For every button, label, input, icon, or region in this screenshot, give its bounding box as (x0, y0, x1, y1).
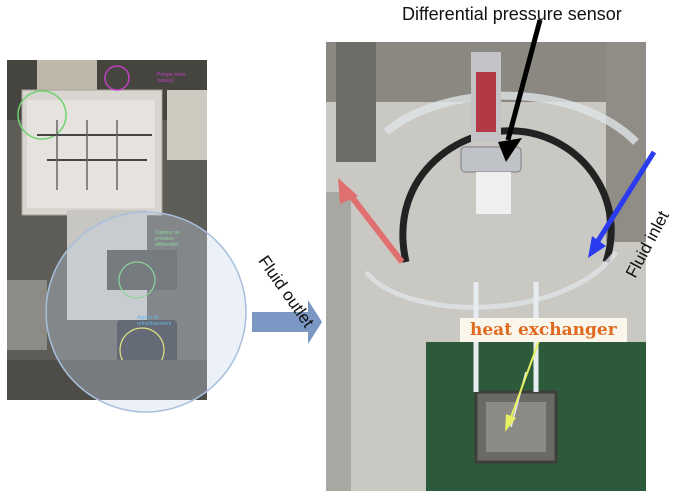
annotation-vase: Vase(s) (157, 78, 174, 84)
fluid-outlet-label: Fluid outlet (254, 252, 318, 332)
annotation-exchanger: Apprêt de refroidissement (137, 315, 172, 327)
differential-pressure-sensor-label: Differential pressure sensor (402, 4, 622, 24)
right-closeup-photo (326, 42, 646, 491)
heat-exchanger-label: heat exchanger (460, 318, 627, 342)
annotation-sensor: Capteur de pression différentiel (155, 230, 180, 248)
left-overview-photo: Pompe et/ou Vase(s) Capteur de pression … (7, 60, 207, 400)
annotation-pump: Pompe et/ou (157, 72, 186, 78)
right-photo-drawing (326, 42, 646, 491)
left-photo-drawing (7, 60, 207, 400)
